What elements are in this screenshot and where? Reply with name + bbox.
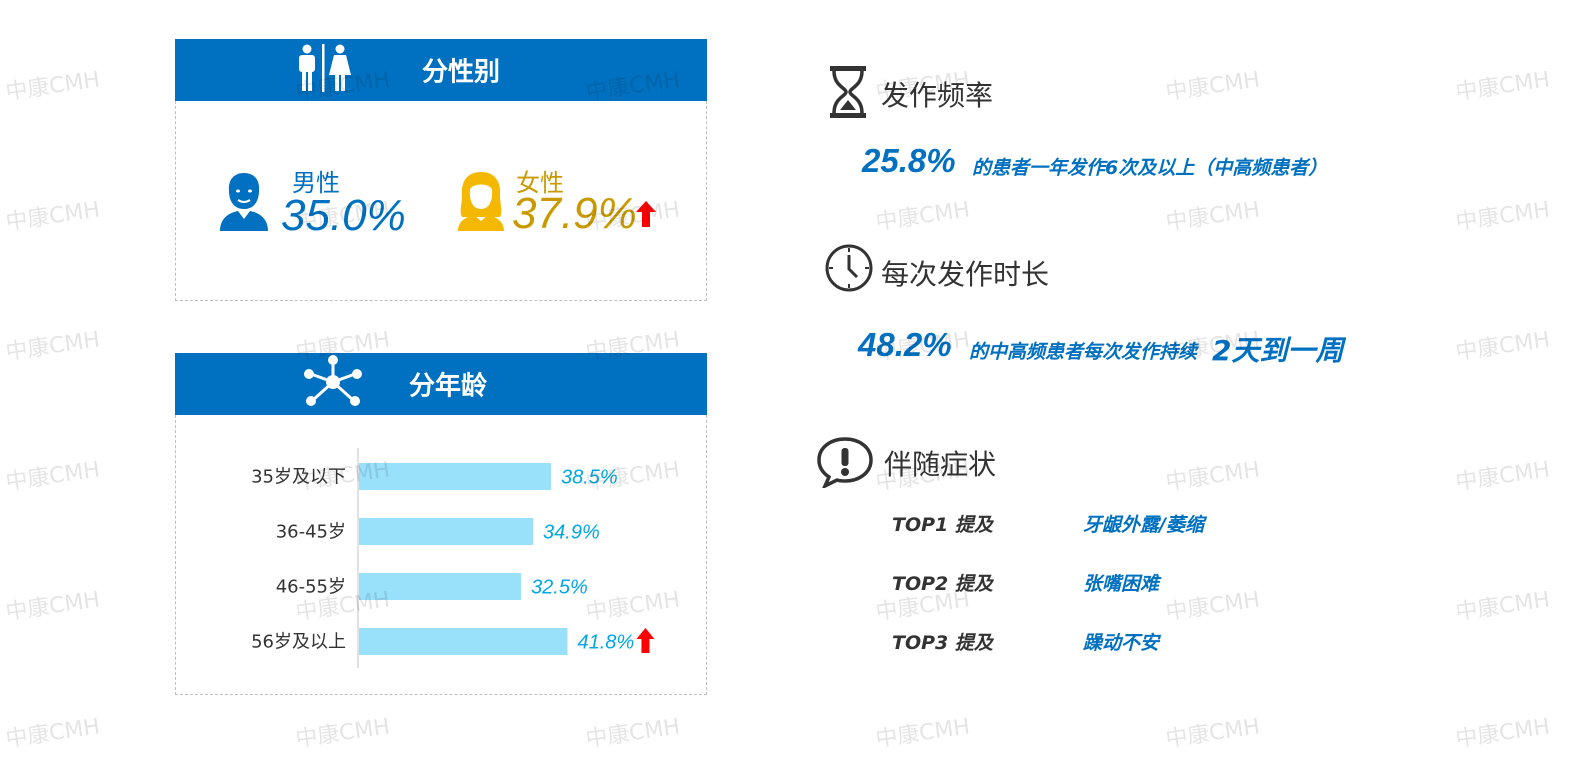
female-label: 女性 — [516, 169, 564, 197]
watermark-text: 中康CMH — [584, 714, 682, 753]
watermark-text: 中康CMH — [4, 714, 102, 753]
age-value-label: 34.9% — [543, 522, 600, 544]
gender-panel-box: 男性 35.0% 女性 37.9% — [175, 101, 707, 301]
watermark-text: 中康CMH — [294, 714, 392, 753]
restroom-icon — [295, 44, 353, 96]
symptom-rank-2: TOP2 提及 — [892, 573, 993, 595]
watermark-text: 中康CMH — [4, 67, 102, 106]
symptoms-title: 伴随症状 — [884, 448, 997, 481]
symptom-rank-3: TOP3 提及 — [892, 632, 993, 654]
watermark-text: 中康CMH — [1164, 587, 1262, 626]
frequency-percent: 25.8% — [862, 142, 956, 179]
age-category-label: 35岁及以下 — [251, 467, 346, 488]
male-value: 35.0% — [281, 191, 406, 240]
watermark-text: 中康CMH — [1454, 327, 1552, 366]
female-value: 37.9% — [512, 189, 637, 238]
duration-percent: 48.2% — [858, 326, 952, 363]
exclamation-bubble-icon — [816, 436, 874, 492]
clock-icon — [824, 243, 874, 297]
network-icon — [301, 354, 365, 414]
watermark-text: 中康CMH — [1164, 197, 1262, 236]
age-panel-title: 分年龄 — [409, 371, 488, 402]
duration-text: 的中高频患者每次发作持续 — [969, 341, 1198, 363]
watermark-text: 中康CMH — [4, 327, 102, 366]
up-arrow-icon — [636, 201, 656, 231]
up-arrow-icon — [636, 628, 655, 653]
watermark-text: 中康CMH — [4, 457, 102, 496]
frequency-title: 发作频率 — [881, 79, 994, 112]
age-category-label: 56岁及以上 — [251, 632, 346, 653]
age-panel-box — [175, 415, 707, 695]
watermark-text: 中康CMH — [1454, 67, 1552, 106]
watermark-text: 中康CMH — [1164, 457, 1262, 496]
male-label: 男性 — [292, 169, 340, 197]
age-bar — [359, 573, 522, 600]
age-value-label: 38.5% — [561, 467, 618, 489]
age-bar-chart: 35岁及以下 38.5% 36-45岁 34.9% 46-55岁 32.5% 56岁及以上 4… — [251, 448, 655, 668]
watermark-text: 中康CMH — [874, 714, 972, 753]
gender-panel-title: 分性别 — [422, 57, 501, 88]
symptom-rank-1: TOP1 提及 — [892, 514, 993, 536]
age-category-label: 36-45岁 — [276, 522, 346, 543]
age-bar — [359, 463, 551, 490]
age-bar — [359, 628, 568, 655]
age-category-label: 46-55岁 — [276, 577, 346, 598]
watermark-text: 中康CMH — [1454, 457, 1552, 496]
age-panel-header: 分年龄 — [175, 353, 707, 415]
watermark-text: 中康CMH — [1454, 714, 1552, 753]
duration-title: 每次发作时长 — [881, 258, 1050, 291]
watermark-text: 中康CMH — [1164, 67, 1262, 106]
watermark-text: 中康CMH — [4, 197, 102, 236]
watermark-text: 中康CMH — [874, 197, 972, 236]
age-bar — [359, 518, 534, 545]
age-value-label: 41.8% — [577, 632, 634, 654]
watermark-text: 中康CMH — [1164, 714, 1262, 753]
male-avatar-icon — [218, 171, 270, 235]
duration-emphasis: 2天到一周 — [1212, 334, 1344, 367]
watermark-text: 中康CMH — [1454, 197, 1552, 236]
watermark-text: 中康CMH — [4, 587, 102, 626]
gender-panel-header: 分性别 — [175, 39, 707, 101]
watermark-text: 中康CMH — [1454, 587, 1552, 626]
hourglass-icon — [828, 66, 868, 122]
female-avatar-icon — [456, 171, 506, 235]
symptom-name-1: 牙龈外露/萎缩 — [1083, 514, 1204, 536]
symptom-name-3: 躁动不安 — [1083, 632, 1160, 654]
age-value-label: 32.5% — [531, 577, 588, 599]
symptom-name-2: 张嘴困难 — [1083, 573, 1160, 595]
frequency-text: 的患者一年发作6次及以上（中高频患者） — [972, 157, 1328, 179]
